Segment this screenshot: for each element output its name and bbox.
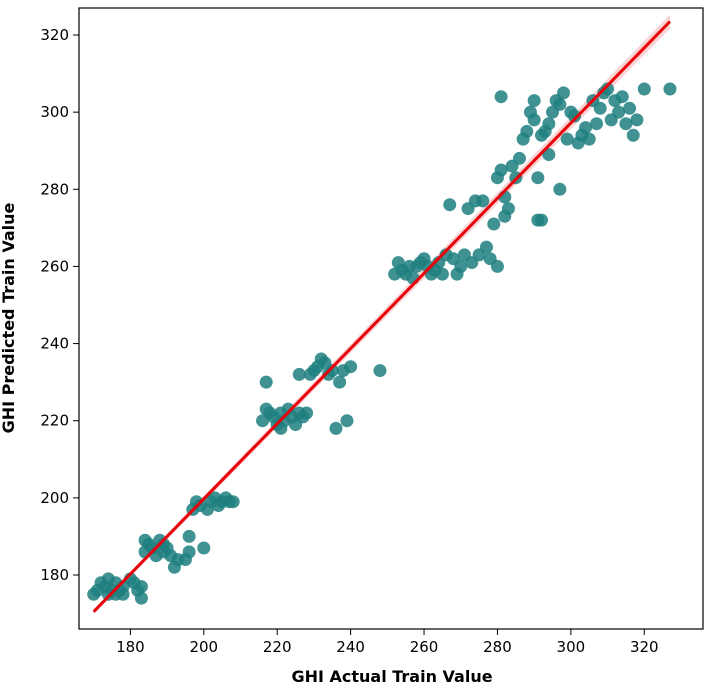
x-tick-label: 300: [557, 638, 586, 656]
data-point: [593, 101, 607, 115]
data-point: [182, 545, 196, 559]
x-tick-label: 320: [630, 638, 659, 656]
data-point: [615, 90, 629, 104]
data-point: [534, 213, 548, 227]
data-point: [182, 529, 196, 543]
data-point: [520, 124, 534, 138]
data-point: [325, 364, 339, 378]
x-tick-label: 280: [483, 638, 512, 656]
y-tick-label: 320: [40, 26, 69, 44]
plot-frame: [78, 7, 704, 630]
data-point: [582, 132, 596, 146]
y-tick-label: 280: [40, 180, 69, 198]
data-point: [553, 182, 567, 196]
x-tick-label: 220: [263, 638, 292, 656]
data-point: [590, 117, 604, 131]
y-axis: 180 200 220 240 260 280 300 320: [40, 26, 79, 584]
fit-line: [92, 20, 672, 613]
data-point: [373, 364, 387, 378]
data-point: [329, 421, 343, 435]
data-point: [531, 171, 545, 185]
y-axis-label: GHI Predicted Train Value: [0, 202, 18, 433]
data-point: [619, 117, 633, 131]
data-point: [542, 117, 556, 131]
y-tick-label: 240: [40, 335, 69, 353]
data-point: [454, 259, 468, 273]
x-tick-label: 200: [189, 638, 218, 656]
data-point: [487, 217, 501, 231]
data-point: [435, 267, 449, 281]
data-point: [553, 97, 567, 111]
data-point: [344, 360, 358, 374]
data-point: [292, 367, 306, 381]
x-axis: 180 200 220 240 260 280 300 320: [116, 629, 659, 656]
x-tick-label: 240: [336, 638, 365, 656]
data-point: [259, 375, 273, 389]
y-tick-label: 200: [40, 489, 69, 507]
data-point: [527, 113, 541, 127]
data-point: [501, 202, 515, 216]
data-point: [134, 580, 148, 594]
data-point: [663, 82, 677, 96]
data-point: [601, 82, 615, 96]
data-point: [637, 82, 651, 96]
data-point: [479, 240, 493, 254]
data-point: [612, 105, 626, 119]
data-point: [630, 113, 644, 127]
data-point: [579, 121, 593, 135]
data-point: [226, 495, 240, 509]
data-point: [116, 587, 130, 601]
y-tick-label: 260: [40, 257, 69, 275]
data-point: [542, 148, 556, 162]
data-point: [134, 591, 148, 605]
x-tick-label: 260: [410, 638, 439, 656]
fit-line-layer: [92, 20, 672, 613]
data-point: [197, 541, 211, 555]
data-point: [476, 194, 490, 208]
points-layer: [87, 82, 677, 605]
data-point: [300, 406, 314, 420]
data-point: [527, 94, 541, 108]
data-point: [557, 86, 571, 100]
data-point: [340, 414, 354, 428]
data-point: [568, 109, 582, 123]
x-tick-label: 180: [116, 638, 145, 656]
data-point: [512, 151, 526, 165]
y-tick-label: 300: [40, 103, 69, 121]
data-point: [623, 101, 637, 115]
y-tick-label: 180: [40, 566, 69, 584]
data-point: [490, 259, 504, 273]
data-point: [560, 132, 574, 146]
data-point: [333, 375, 347, 389]
data-point: [494, 90, 508, 104]
y-tick-label: 220: [40, 412, 69, 430]
data-point: [443, 198, 457, 212]
data-point: [626, 128, 640, 142]
x-axis-label: GHI Actual Train Value: [291, 667, 492, 684]
data-point: [494, 163, 508, 177]
